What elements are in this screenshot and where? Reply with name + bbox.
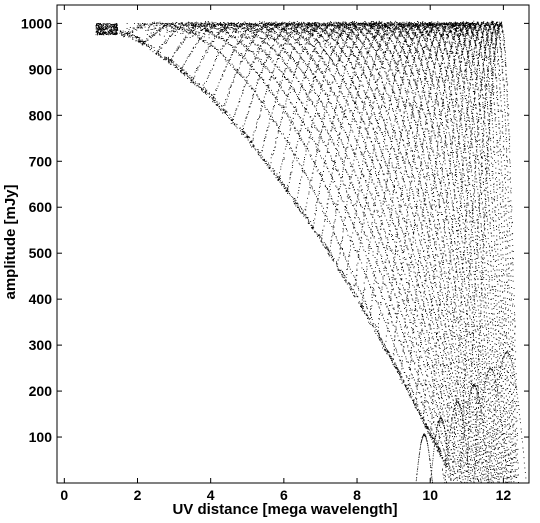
plot-frame: [56, 4, 530, 484]
x-tick-label: 12: [496, 487, 512, 503]
x-tick-label: 8: [353, 487, 361, 503]
x-tick-label: 2: [134, 487, 142, 503]
y-tick-label: 800: [29, 107, 53, 123]
y-tick-label: 900: [29, 61, 53, 77]
data-points: [95, 20, 527, 484]
y-tick-label: 600: [29, 199, 53, 215]
y-axis-title: amplitude [mJy]: [2, 184, 19, 299]
x-tick-label: 4: [207, 487, 215, 503]
y-tick-label: 300: [29, 337, 53, 353]
x-tick-label: 10: [422, 487, 438, 503]
y-tick-label: 200: [29, 383, 53, 399]
x-tick-label: 0: [60, 487, 68, 503]
y-tick-label: 500: [29, 245, 53, 261]
y-tick-label: 400: [29, 291, 53, 307]
plot-background: [57, 5, 529, 483]
y-tick-label: 700: [29, 153, 53, 169]
y-tick-label: 100: [29, 429, 53, 445]
x-axis-title: UV distance [mega wavelength]: [172, 501, 397, 518]
x-tick-label: 6: [280, 487, 288, 503]
y-tick-label: 1000: [21, 15, 52, 31]
scatter-points: [95, 20, 527, 484]
axes: 0 2 4 6 8 10 12 100 200 300 400 500 600 700 800 900 1000: [21, 4, 530, 503]
